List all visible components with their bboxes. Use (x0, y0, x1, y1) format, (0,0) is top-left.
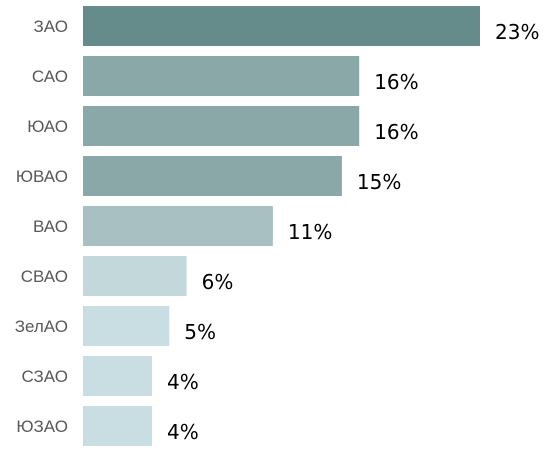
category-label-6: СВАО (21, 267, 68, 286)
bar-8 (83, 356, 152, 396)
category-label-5: ВАО (33, 217, 68, 236)
category-label-4: ЮВАО (16, 167, 68, 186)
category-label-9: ЮЗАО (16, 417, 68, 436)
bar-7 (83, 306, 170, 346)
value-label-9: 4% (167, 420, 199, 444)
value-label-3: 16% (374, 120, 418, 144)
value-label-6: 6% (202, 270, 234, 294)
value-label-1: 23% (495, 20, 539, 44)
value-label-7: 5% (184, 320, 216, 344)
category-label-7: ЗелАО (15, 317, 68, 336)
bar-2 (83, 56, 360, 96)
category-label-1: ЗАО (34, 17, 68, 36)
category-label-3: ЮАО (27, 117, 68, 136)
value-label-5: 11% (288, 220, 332, 244)
value-label-4: 15% (357, 170, 401, 194)
bar-5 (83, 206, 273, 246)
bar-3 (83, 106, 360, 146)
bar-6 (83, 256, 187, 296)
value-label-2: 16% (374, 70, 418, 94)
bar-9 (83, 406, 152, 446)
bar-1 (83, 6, 480, 46)
bar-4 (83, 156, 342, 196)
value-label-8: 4% (167, 370, 199, 394)
category-label-2: САО (32, 67, 68, 86)
category-label-8: СЗАО (21, 367, 68, 386)
